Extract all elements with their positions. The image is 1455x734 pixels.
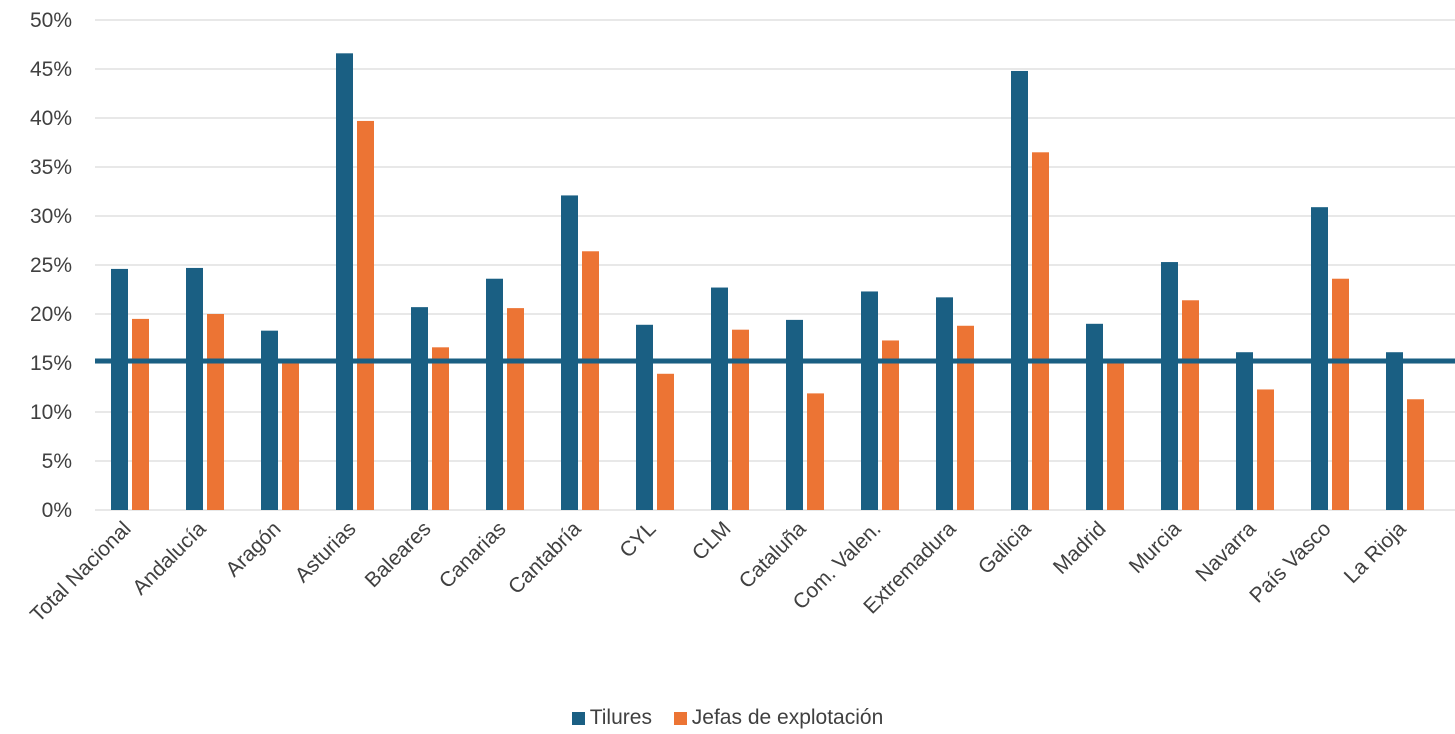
y-tick-label: 5% (42, 450, 72, 473)
bar-tilures (1086, 323, 1103, 510)
bar-tilures (1386, 352, 1403, 510)
bar-jefas (957, 325, 974, 510)
bar-tilures (261, 330, 278, 510)
bar-tilures (111, 268, 128, 510)
legend-swatch-series-0 (571, 711, 585, 725)
bar-jefas (1257, 389, 1274, 510)
x-tick-label: Cantabría (504, 517, 586, 599)
y-tick-label: 30% (30, 205, 72, 228)
legend: Tilures Jefas de explotación (0, 706, 1455, 731)
x-tick-label: La Rioja (1340, 517, 1411, 588)
x-tick-label: Asturias (291, 517, 361, 587)
bar-jefas (507, 308, 524, 510)
bar-tilures (861, 291, 878, 510)
x-tick-label: Galicia (974, 517, 1036, 579)
bar-tilures (1161, 262, 1178, 510)
bar-tilures (1236, 352, 1253, 510)
y-tick-label: 40% (30, 107, 72, 130)
y-tick-label: 45% (30, 58, 72, 81)
y-tick-label: 15% (30, 352, 72, 375)
bar-tilures (711, 287, 728, 510)
y-tick-label: 10% (30, 401, 72, 424)
bar-tilures (636, 324, 653, 510)
x-tick-label: Madrid (1049, 517, 1111, 579)
legend-label-series-1: Jefas de explotación (691, 706, 884, 729)
x-tick-label: Aragón (221, 517, 285, 581)
bar-jefas (207, 314, 224, 510)
y-tick-label: 35% (30, 156, 72, 179)
y-tick-label: 20% (30, 303, 72, 326)
bar-tilures (411, 307, 428, 510)
x-tick-label: Murcia (1125, 517, 1186, 578)
bars (111, 53, 1424, 511)
legend-label-series-0: Tilures (589, 706, 652, 729)
bar-jefas (357, 120, 374, 510)
bar-jefas (882, 340, 899, 510)
bar-jefas (1182, 300, 1199, 510)
bar-jefas (132, 318, 149, 510)
bar-tilures (1011, 70, 1028, 511)
bar-jefas (582, 251, 599, 510)
x-tick-label: Total Nacional (26, 517, 136, 627)
x-tick-label: Navarra (1191, 517, 1260, 586)
bar-tilures (186, 267, 203, 510)
bar-tilures (936, 297, 953, 510)
legend-item-series-0: Tilures (571, 706, 652, 730)
bar-jefas (732, 329, 749, 510)
y-tick-label: 0% (42, 499, 72, 522)
bar-tilures (336, 53, 353, 510)
bar-jefas (1107, 362, 1124, 510)
bar-jefas (1332, 278, 1349, 510)
gridlines (95, 19, 1455, 511)
x-tick-label: País Vasco (1245, 517, 1335, 607)
x-tick-label: Cataluña (735, 517, 811, 593)
bar-jefas (1407, 399, 1424, 510)
bar-tilures (786, 319, 803, 510)
legend-item-series-1: Jefas de explotación (673, 706, 884, 730)
y-tick-label: 50% (30, 9, 72, 32)
bar-jefas (1032, 152, 1049, 511)
bar-jefas (432, 347, 449, 510)
bar-tilures (561, 195, 578, 511)
x-tick-label: CLM (688, 517, 736, 565)
x-tick-label: Andalucía (128, 517, 211, 600)
x-tick-label: CYL (615, 517, 660, 562)
bar-jefas (282, 361, 299, 510)
y-axis-ticks: 0% 5% 10% 15% 20% 25% 30% 35% 40% 45% 50% (30, 9, 72, 522)
legend-swatch-series-1 (673, 711, 687, 725)
y-tick-label: 25% (30, 254, 72, 277)
bar-jefas (807, 393, 824, 510)
x-tick-label: Baleares (361, 517, 436, 592)
x-tick-label: Canarias (435, 517, 511, 593)
bar-jefas (657, 373, 674, 510)
bar-tilures (486, 278, 503, 510)
bar-chart: 0% 5% 10% 15% 20% 25% 30% 35% 40% 45% 50% Total Na… (26, 9, 1455, 627)
